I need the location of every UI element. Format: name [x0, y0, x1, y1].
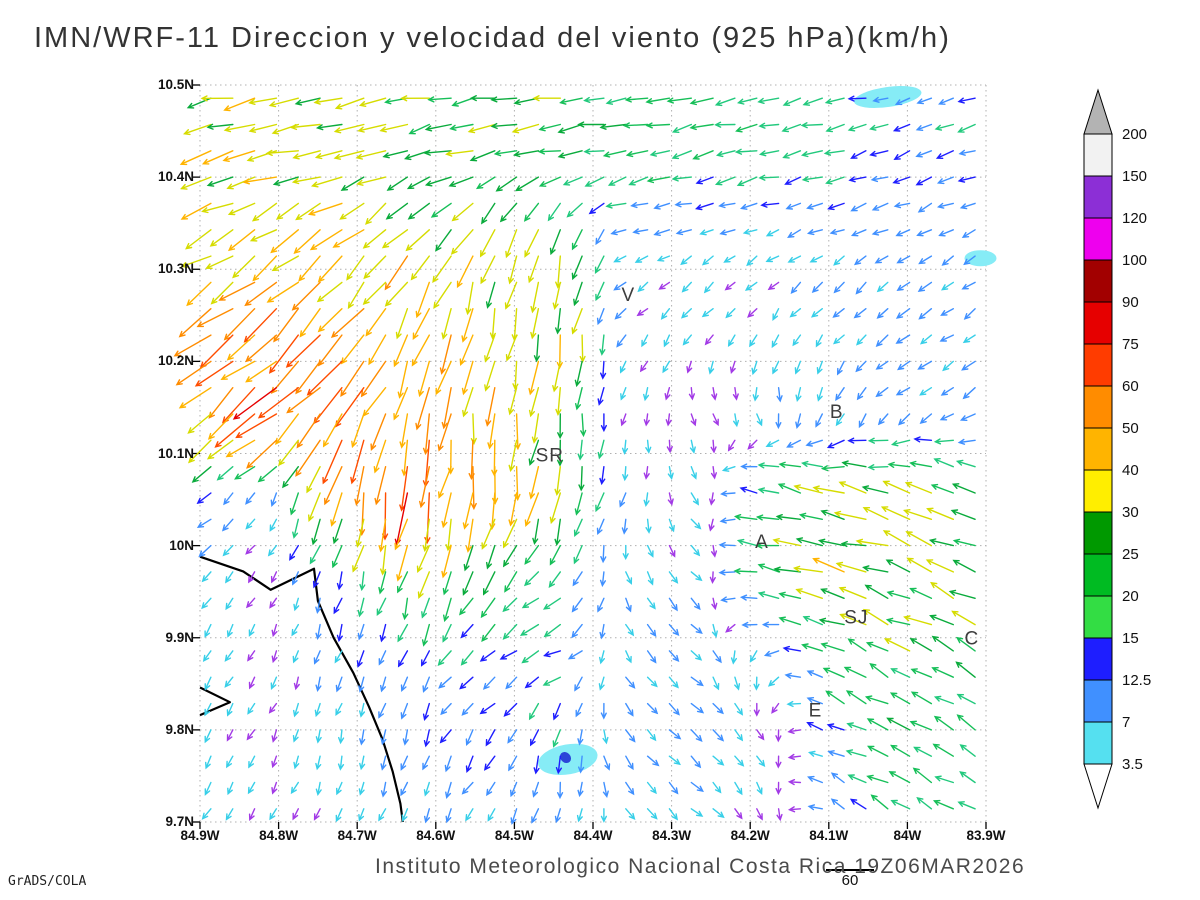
- colorbar-segment: [1083, 553, 1113, 597]
- y-tick-label: 10.5N: [157, 77, 194, 92]
- station-label: SJ: [844, 607, 868, 628]
- colorbar-segment: [1083, 343, 1113, 387]
- station-label: C: [964, 629, 979, 650]
- x-tick-label: 84.2W: [730, 828, 770, 843]
- colorbar-label: 60: [1122, 378, 1139, 395]
- colorbar-segment: [1083, 511, 1113, 555]
- colorbar-label: 90: [1122, 294, 1139, 311]
- grads-credit: GrADS/COLA: [8, 874, 87, 889]
- axis-ticks: [193, 84, 987, 829]
- colorbar-label: 12.5: [1122, 672, 1151, 689]
- wind-vector-map: V B SR A SJ C E: [173, 84, 997, 829]
- y-tick-label: 10.2N: [157, 353, 194, 369]
- colorbar-segment: [1083, 133, 1113, 177]
- colorbar-label: 100: [1122, 252, 1147, 269]
- colorbar-label: 120: [1122, 210, 1147, 227]
- colorbar-under-triangle: [1083, 763, 1113, 810]
- x-tick-label: 84.4W: [573, 828, 613, 843]
- reference-vector-line: [826, 869, 874, 871]
- footer-caption: Instituto Meteorologico Nacional Costa R…: [375, 855, 1026, 878]
- colorbar-segment: [1083, 679, 1113, 723]
- colorbar-segment: [1083, 301, 1113, 345]
- wind-arrows: [173, 95, 976, 825]
- colorbar-over-triangle: [1083, 88, 1113, 135]
- station-label: SR: [536, 445, 564, 466]
- colorbar-segment: [1083, 427, 1113, 471]
- station-label: B: [830, 402, 844, 423]
- y-tick-label: 10N: [169, 537, 194, 553]
- colorbar-segment: [1083, 721, 1113, 765]
- colorbar-segment: [1083, 175, 1113, 219]
- speed-patches: [538, 86, 997, 776]
- x-tick-label: 84.8W: [259, 828, 299, 843]
- reference-vector-label: 60: [841, 872, 859, 889]
- y-tick-label: 9.7N: [165, 814, 194, 829]
- colorbar-label: 50: [1122, 420, 1139, 437]
- plot-title: IMN/WRF-11 Direccion y velocidad del vie…: [34, 22, 951, 54]
- station-label: A: [755, 532, 769, 553]
- station-label: V: [622, 285, 636, 306]
- colorbar-segment: [1083, 259, 1113, 303]
- x-tick-label: 84.1W: [809, 828, 849, 843]
- y-tick-label: 10.4N: [157, 169, 194, 185]
- x-tick-label: 84.7W: [337, 828, 377, 843]
- y-tick-label: 9.9N: [165, 629, 194, 645]
- colorbar: 200 150 120 100 90 75 60 50 40 30 25 20 15 12.5 7 3.5: [1083, 88, 1151, 810]
- x-tick-label: 84.3W: [652, 828, 692, 843]
- colorbar-segment: [1083, 217, 1113, 261]
- x-tick-label: 84.6W: [416, 828, 456, 843]
- y-tick-label: 10.3N: [157, 261, 194, 277]
- x-tick-label: 84W: [893, 828, 922, 843]
- colorbar-label: 25: [1122, 546, 1139, 563]
- colorbar-label: 20: [1122, 588, 1139, 605]
- colorbar-label: 200: [1122, 126, 1147, 143]
- station-label: E: [809, 701, 823, 722]
- x-tick-label: 84.9W: [180, 828, 220, 843]
- x-tick-label: 83.9W: [966, 828, 1006, 843]
- colorbar-label: 7: [1122, 714, 1130, 731]
- colorbar-label: 75: [1122, 336, 1139, 353]
- colorbar-label: 15: [1122, 630, 1139, 647]
- colorbar-label: 3.5: [1122, 756, 1143, 773]
- colorbar-label: 30: [1122, 504, 1139, 521]
- colorbar-segment: [1083, 637, 1113, 681]
- colorbar-segment: [1083, 469, 1113, 513]
- y-tick-label: 10.1N: [157, 445, 194, 461]
- colorbar-label: 40: [1122, 462, 1139, 479]
- coastline: [199, 555, 404, 823]
- y-tick-label: 9.8N: [165, 721, 194, 737]
- gridlines: [199, 84, 987, 823]
- colorbar-segment: [1083, 595, 1113, 639]
- colorbar-segment: [1083, 385, 1113, 429]
- x-tick-label: 84.5W: [494, 828, 534, 843]
- colorbar-label: 150: [1122, 168, 1147, 185]
- station-labels: V B SR A SJ C E: [536, 285, 979, 722]
